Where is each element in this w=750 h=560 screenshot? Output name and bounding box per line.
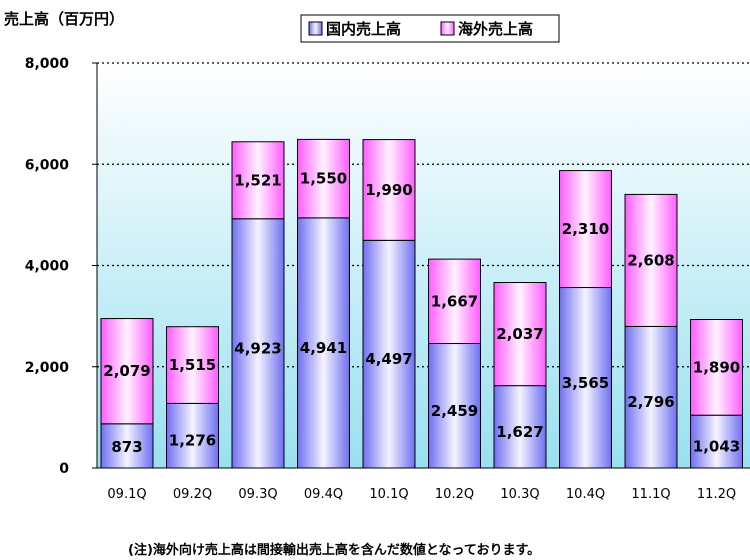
legend-box — [300, 14, 560, 43]
data-label-domestic: 4,941 — [300, 339, 347, 357]
data-label-overseas: 2,037 — [496, 325, 543, 343]
data-label-overseas: 1,550 — [300, 170, 347, 188]
bar-overseas — [100, 318, 154, 425]
bar-overseas — [624, 193, 678, 327]
bar-overseas — [362, 139, 416, 241]
gridlines — [97, 62, 750, 368]
axes: 0 2,000 4,000 6,000 8,000 09.1Q 09.2Q 09.3Q 09.4… — [25, 56, 750, 502]
data-label-domestic: 1,627 — [496, 423, 543, 441]
bar-overseas — [690, 319, 743, 416]
legend-swatch-domestic — [308, 21, 323, 36]
y-tick-label: 2,000 — [25, 360, 70, 376]
data-label-overseas: 2,608 — [627, 251, 674, 269]
data-label-overseas: 2,310 — [562, 220, 609, 238]
x-tick-label: 10.4Q — [566, 487, 605, 502]
x-tick-label: 10.3Q — [500, 487, 539, 502]
bar-domestic — [624, 325, 678, 469]
y-tick-label: 8,000 — [25, 56, 70, 72]
bar-domestic — [231, 218, 285, 469]
data-label-domestic: 3,565 — [562, 374, 609, 392]
bar-domestic — [362, 239, 416, 469]
bar-domestic — [559, 287, 612, 469]
data-label-domestic: 2,796 — [627, 393, 674, 411]
data-labels: 873 2,079 1,276 1,515 4,923 1,521 4,941 1,550 4,… — [103, 170, 740, 456]
data-label-domestic: 873 — [111, 438, 142, 456]
data-label-overseas: 1,990 — [365, 181, 412, 199]
bar-overseas — [166, 326, 219, 404]
bar-overseas — [493, 282, 547, 387]
data-label-overseas: 1,890 — [693, 358, 740, 376]
x-tick-label: 11.2Q — [697, 487, 736, 502]
bar-overseas — [428, 258, 481, 345]
data-label-overseas: 1,515 — [169, 356, 216, 374]
data-label-overseas: 1,521 — [234, 171, 281, 189]
y-tick-label: 6,000 — [25, 157, 70, 173]
bars — [100, 138, 743, 469]
x-tick-label: 09.3Q — [238, 487, 277, 502]
x-tick-label: 09.4Q — [304, 487, 343, 502]
y-axis-title: 売上高（百万円） — [4, 10, 124, 28]
bar-domestic — [100, 423, 154, 469]
data-label-domestic: 4,497 — [365, 350, 412, 368]
legend-label-overseas: 海外売上高 — [458, 20, 533, 38]
bar-overseas — [297, 138, 350, 219]
data-label-overseas: 2,079 — [103, 362, 150, 380]
footnote: (注)海外向け売上高は間接輸出売上高を含んだ数値となっております。 — [128, 542, 540, 558]
legend: 国内売上高 海外売上高 — [300, 14, 560, 43]
data-label-domestic: 1,276 — [169, 432, 216, 450]
bar-domestic — [166, 402, 219, 469]
data-label-domestic: 1,043 — [693, 438, 740, 456]
x-tick-label: 11.1Q — [631, 487, 670, 502]
bar-domestic — [690, 414, 743, 469]
data-label-domestic: 4,923 — [234, 339, 281, 357]
y-tick-label: 0 — [59, 461, 69, 477]
legend-swatch-overseas — [440, 21, 455, 36]
data-label-overseas: 1,667 — [431, 292, 478, 310]
x-tick-label: 09.1Q — [107, 487, 146, 502]
x-tick-label: 10.1Q — [369, 487, 408, 502]
data-label-domestic: 2,459 — [431, 402, 478, 420]
x-tick-label: 09.2Q — [173, 487, 212, 502]
bar-domestic — [297, 217, 350, 469]
bar-domestic — [428, 343, 481, 469]
bar-overseas — [231, 141, 285, 220]
y-tick-label: 4,000 — [25, 259, 70, 275]
legend-label-domestic: 国内売上高 — [326, 20, 401, 38]
x-tick-label: 10.2Q — [435, 487, 474, 502]
bar-overseas — [559, 170, 612, 289]
